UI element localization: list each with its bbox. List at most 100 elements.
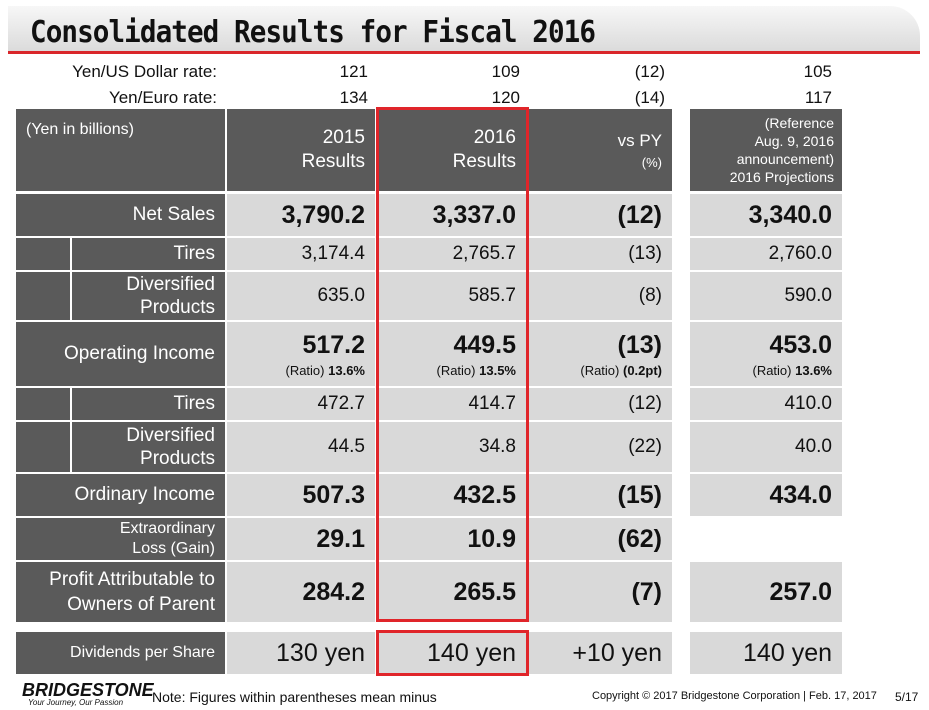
oi-div-2015: 44.5 [227, 422, 375, 472]
header-2016: 2016 Results [378, 109, 526, 191]
row-label-oi-tires: Tires [72, 388, 225, 420]
op-ratio-2015: 13.6% [328, 362, 365, 378]
eur-rate-vspy: (14) [634, 88, 665, 107]
op-ratio-2015-line: (Ratio) 13.6% [285, 363, 365, 378]
profit-label-line1: Profit Attributable to [49, 569, 215, 590]
usd-rate-vspy: (12) [634, 62, 665, 81]
eur-rate-2015: 134 [339, 88, 368, 107]
op-income-2016-cell: 449.5 (Ratio) 13.5% [378, 322, 526, 386]
header-proj-line4: 2016 Projections [729, 169, 834, 185]
oi-tires-2016: 414.7 [378, 388, 526, 420]
row-label-extraordinary-loss: Extraordinary Loss (Gain) [16, 518, 225, 560]
oi-div-label-line2: Products [140, 448, 215, 469]
indent-block [16, 388, 70, 420]
header-proj-line3: announcement) [736, 151, 834, 167]
eur-rate-label: Yen/Euro rate: [108, 88, 217, 107]
extra-label-line1: Extraordinary [119, 520, 215, 537]
net-sales-proj: 3,340.0 [690, 194, 842, 236]
profit-proj: 257.0 [690, 562, 842, 622]
net-sales-2015: 3,790.2 [227, 194, 375, 236]
op-ratio-2016: 13.5% [479, 362, 516, 378]
title-banner: Consolidated Results for Fiscal 2016 [8, 6, 920, 54]
op-ratio-proj: 13.6% [795, 362, 832, 378]
header-vspy: vs PY (%) [529, 109, 672, 191]
oi-tires-proj: 410.0 [690, 388, 842, 420]
row-label-ordinary-income: Ordinary Income [16, 474, 225, 516]
row-label-ns-diversified: Diversified Products [72, 272, 225, 320]
ord-income-vspy: (15) [529, 474, 672, 516]
extra-loss-vspy: (62) [529, 518, 672, 560]
header-projections: (Reference Aug. 9, 2016 announcement) 20… [690, 109, 842, 191]
ns-div-label-line1: Diversified [126, 274, 215, 295]
extra-loss-2015: 29.1 [227, 518, 375, 560]
title-accent-line [8, 51, 920, 54]
usd-rate-2016: 109 [491, 62, 520, 81]
dividends-2015: 130 yen [227, 632, 375, 674]
ns-tires-2016: 2,765.7 [378, 238, 526, 270]
ord-income-2015: 507.3 [227, 474, 375, 516]
header-proj-line1: (Reference [764, 115, 834, 131]
usd-rate-label: Yen/US Dollar rate: [72, 62, 217, 81]
ord-income-2016: 432.5 [378, 474, 526, 516]
profit-2015: 284.2 [227, 562, 375, 622]
row-label-oi-diversified: Diversified Products [72, 422, 225, 472]
ns-div-vspy: (8) [529, 272, 672, 320]
brand-tagline: Your Journey, Our Passion [28, 698, 124, 707]
eur-rate-2016: 120 [491, 88, 520, 107]
row-label-profit: Profit Attributable to Owners of Parent [16, 562, 225, 622]
ratio-label: (Ratio) [436, 362, 476, 378]
net-sales-2016: 3,337.0 [378, 194, 526, 236]
dividends-2016: 140 yen [378, 632, 526, 674]
row-label-operating-income: Operating Income [16, 322, 225, 386]
units-header: (Yen in billions) [16, 109, 225, 191]
ns-div-proj: 590.0 [690, 272, 842, 320]
indent-block [16, 422, 70, 472]
brand-logo: BRIDGESTONE [22, 680, 154, 700]
oi-div-2016: 34.8 [378, 422, 526, 472]
profit-label-line2: Owners of Parent [67, 594, 215, 615]
oi-tires-2015: 472.7 [227, 388, 375, 420]
ratio-label: (Ratio) [580, 362, 620, 378]
header-vspy-line2: (%) [641, 154, 662, 170]
header-2015-line2: Results [301, 151, 365, 172]
header-2016-line2: Results [452, 151, 516, 172]
header-2015: 2015 Results [227, 109, 375, 191]
op-income-2015-cell: 517.2 (Ratio) 13.6% [227, 322, 375, 386]
op-income-2016: 449.5 [453, 330, 516, 359]
row-label-ns-tires: Tires [72, 238, 225, 270]
profit-vspy: (7) [529, 562, 672, 622]
op-ratio-vspy: (0.2pt) [623, 362, 662, 378]
page-number: 5/17 [895, 690, 919, 704]
ns-div-label-line2: Products [140, 297, 215, 318]
ns-div-2016: 585.7 [378, 272, 526, 320]
profit-2016: 265.5 [378, 562, 526, 622]
op-income-vspy-cell: (13) (Ratio) (0.2pt) [529, 322, 672, 386]
usd-rate-2015: 121 [339, 62, 368, 81]
header-vspy-line1: vs PY [617, 130, 662, 150]
row-label-dividends: Dividends per Share [16, 632, 225, 674]
header-2016-line1: 2016 [473, 127, 516, 148]
header-2015-line1: 2015 [322, 127, 365, 148]
net-sales-vspy: (12) [529, 194, 672, 236]
copyright: Copyright © 2017 Bridgestone Corporation… [592, 690, 877, 702]
indent-block [16, 272, 70, 320]
op-ratio-2016-line: (Ratio) 13.5% [436, 363, 516, 378]
dividends-vspy: +10 yen [529, 632, 672, 674]
oi-div-proj: 40.0 [690, 422, 842, 472]
op-income-proj-cell: 453.0 (Ratio) 13.6% [690, 322, 842, 386]
ratio-label: (Ratio) [285, 362, 325, 378]
extra-label-line2: Loss (Gain) [132, 540, 215, 557]
op-ratio-proj-line: (Ratio) 13.6% [752, 363, 832, 378]
op-income-vspy: (13) [617, 330, 662, 359]
header-proj-line2: Aug. 9, 2016 [754, 133, 834, 149]
op-income-proj: 453.0 [769, 330, 832, 359]
ns-div-2015: 635.0 [227, 272, 375, 320]
ns-tires-2015: 3,174.4 [227, 238, 375, 270]
units-label: (Yen in billions) [26, 121, 134, 138]
op-income-2015: 517.2 [302, 330, 365, 359]
usd-rate-proj: 105 [803, 62, 832, 81]
page-title: Consolidated Results for Fiscal 2016 [30, 15, 596, 50]
row-label-net-sales: Net Sales [16, 194, 225, 236]
op-ratio-vspy-line: (Ratio) (0.2pt) [580, 363, 662, 378]
footnote: Note: Figures within parentheses mean mi… [152, 689, 437, 705]
